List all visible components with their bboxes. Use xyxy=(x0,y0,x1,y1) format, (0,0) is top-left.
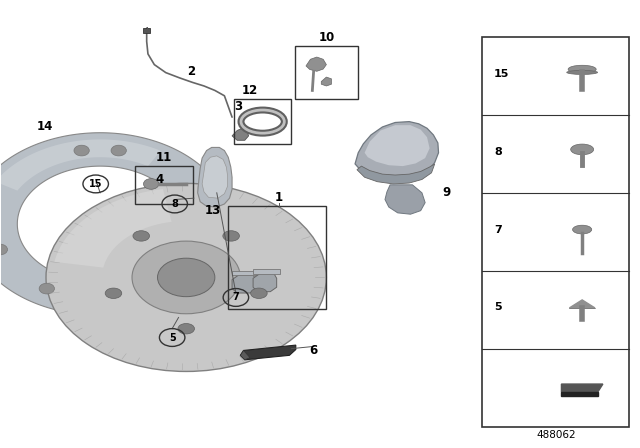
Text: 4: 4 xyxy=(156,173,164,186)
Bar xyxy=(294,46,358,99)
Bar xyxy=(483,37,629,426)
Polygon shape xyxy=(253,274,276,292)
Polygon shape xyxy=(198,147,232,207)
Text: 9: 9 xyxy=(442,186,451,199)
Text: 12: 12 xyxy=(242,84,258,97)
Ellipse shape xyxy=(251,288,267,298)
Bar xyxy=(228,206,326,309)
Circle shape xyxy=(74,145,89,156)
Ellipse shape xyxy=(573,225,592,234)
Text: 13: 13 xyxy=(205,204,221,217)
Text: 6: 6 xyxy=(310,345,317,358)
Polygon shape xyxy=(321,77,332,86)
Ellipse shape xyxy=(105,288,122,298)
Text: 488062: 488062 xyxy=(536,431,575,440)
Polygon shape xyxy=(202,156,228,198)
Polygon shape xyxy=(54,253,115,287)
Polygon shape xyxy=(241,350,250,360)
Ellipse shape xyxy=(568,65,596,73)
Polygon shape xyxy=(365,125,429,166)
Circle shape xyxy=(143,179,159,189)
Text: 5: 5 xyxy=(494,302,502,312)
Polygon shape xyxy=(253,268,280,274)
Ellipse shape xyxy=(157,258,215,297)
Text: 3: 3 xyxy=(234,99,243,112)
Polygon shape xyxy=(561,384,603,392)
Circle shape xyxy=(111,145,126,156)
Circle shape xyxy=(0,244,8,255)
Text: 10: 10 xyxy=(318,30,335,43)
Ellipse shape xyxy=(567,70,598,74)
Bar xyxy=(234,99,291,144)
Polygon shape xyxy=(0,139,161,190)
Text: 11: 11 xyxy=(156,151,172,164)
Ellipse shape xyxy=(223,231,239,241)
Ellipse shape xyxy=(133,231,150,241)
Ellipse shape xyxy=(46,183,326,371)
Text: 15: 15 xyxy=(494,69,509,79)
Polygon shape xyxy=(54,189,172,267)
Polygon shape xyxy=(232,271,259,275)
Circle shape xyxy=(39,283,54,294)
Polygon shape xyxy=(561,392,598,396)
Polygon shape xyxy=(232,128,248,140)
Polygon shape xyxy=(357,164,435,184)
Polygon shape xyxy=(306,57,326,71)
Polygon shape xyxy=(385,185,425,214)
Polygon shape xyxy=(570,300,595,308)
Text: 5: 5 xyxy=(169,332,175,343)
Ellipse shape xyxy=(132,241,241,314)
Text: 8: 8 xyxy=(494,146,502,157)
Bar xyxy=(135,166,193,204)
Text: 7: 7 xyxy=(232,293,239,302)
Ellipse shape xyxy=(178,323,195,334)
Polygon shape xyxy=(232,275,256,293)
Text: 7: 7 xyxy=(494,224,502,235)
Text: 14: 14 xyxy=(36,120,53,133)
Text: 15: 15 xyxy=(89,179,102,189)
Text: 2: 2 xyxy=(188,65,195,78)
Polygon shape xyxy=(0,133,213,315)
Polygon shape xyxy=(355,121,438,181)
Polygon shape xyxy=(241,345,296,360)
Polygon shape xyxy=(143,28,150,34)
Text: 8: 8 xyxy=(172,199,178,209)
Text: 1: 1 xyxy=(275,191,283,204)
Ellipse shape xyxy=(571,144,594,155)
